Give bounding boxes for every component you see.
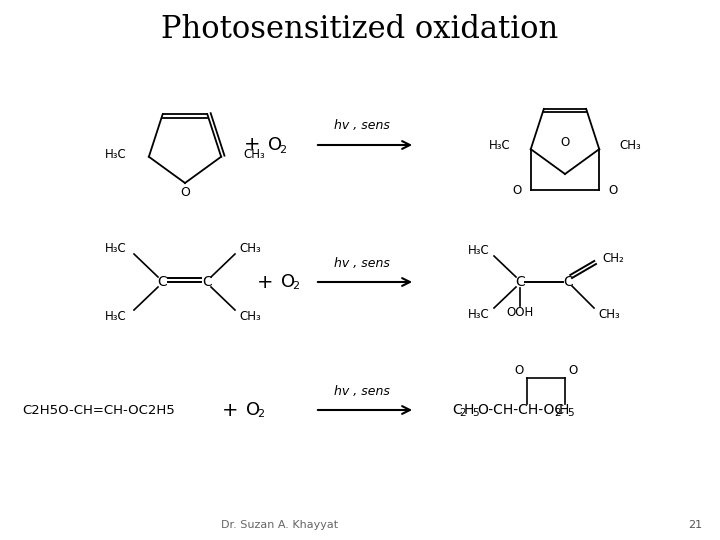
Text: H₃C: H₃C [105, 309, 127, 322]
Text: CH₃: CH₃ [619, 139, 641, 152]
Text: O: O [246, 401, 260, 419]
Text: O-CH-CH-OC: O-CH-CH-OC [477, 403, 564, 417]
Text: H: H [559, 403, 570, 417]
Text: O: O [268, 136, 282, 154]
Text: 2: 2 [292, 281, 299, 291]
Text: 21: 21 [688, 520, 702, 530]
Text: +: + [257, 273, 274, 292]
Text: 5: 5 [567, 408, 574, 418]
Text: hv , sens: hv , sens [334, 386, 390, 399]
Text: 2: 2 [279, 145, 286, 155]
Text: O: O [514, 363, 523, 376]
Text: H₃C: H₃C [105, 241, 127, 254]
Text: CH₃: CH₃ [239, 241, 261, 254]
Text: H₃C: H₃C [468, 244, 490, 256]
Text: Dr. Suzan A. Khayyat: Dr. Suzan A. Khayyat [222, 520, 338, 530]
Text: 2: 2 [459, 408, 466, 418]
Text: +: + [244, 136, 260, 154]
Text: 2: 2 [257, 409, 264, 419]
Text: H₃C: H₃C [489, 139, 510, 152]
Text: H₃C: H₃C [468, 307, 490, 321]
Text: hv , sens: hv , sens [334, 258, 390, 271]
Text: C: C [515, 275, 525, 289]
Text: 2: 2 [554, 408, 561, 418]
Text: CH₃: CH₃ [243, 148, 265, 161]
Text: O: O [180, 186, 190, 199]
Text: hv , sens: hv , sens [334, 119, 390, 132]
Text: O: O [560, 137, 570, 150]
Text: CH₃: CH₃ [239, 309, 261, 322]
Text: O: O [568, 363, 577, 376]
Text: C2H5O-CH=CH-OC2H5: C2H5O-CH=CH-OC2H5 [22, 403, 175, 416]
Text: CH₂: CH₂ [602, 252, 624, 265]
Text: +: + [222, 401, 238, 420]
Text: O: O [513, 185, 522, 198]
Text: C: C [202, 275, 212, 289]
Text: H: H [464, 403, 474, 417]
Text: O: O [281, 273, 295, 291]
Text: 5: 5 [472, 408, 479, 418]
Text: H₃C: H₃C [105, 148, 127, 161]
Text: C: C [157, 275, 167, 289]
Text: Photosensitized oxidation: Photosensitized oxidation [161, 15, 559, 45]
Text: O: O [608, 185, 618, 198]
Text: C: C [452, 403, 462, 417]
Text: C: C [563, 275, 573, 289]
Text: CH₃: CH₃ [598, 307, 620, 321]
Text: OOH: OOH [506, 307, 534, 320]
